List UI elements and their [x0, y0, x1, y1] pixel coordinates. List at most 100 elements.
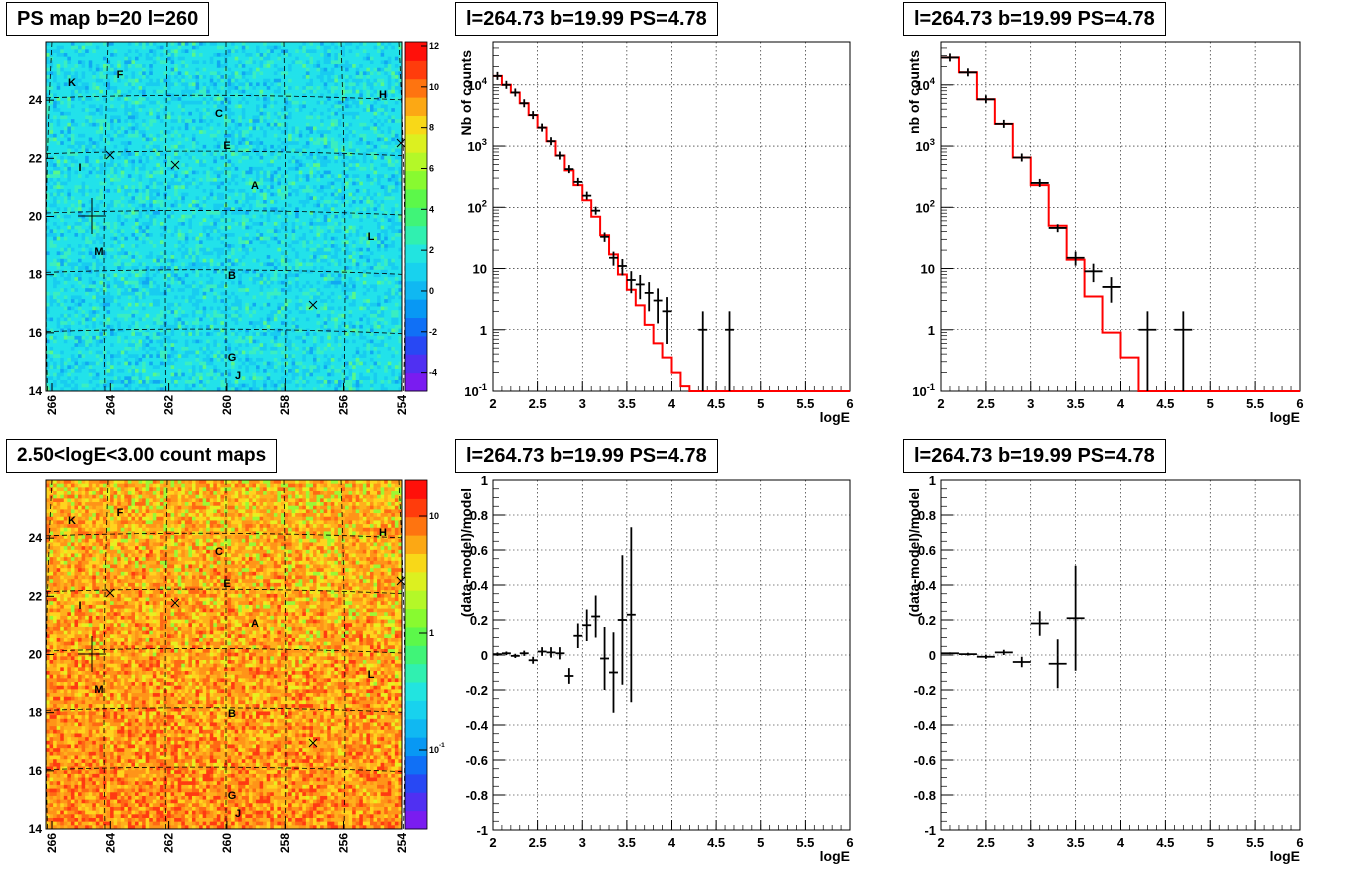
map-pixel — [92, 178, 96, 182]
map-pixel — [114, 101, 118, 105]
map-pixel — [156, 347, 160, 351]
map-pixel — [228, 251, 232, 255]
map-pixel — [53, 68, 57, 72]
map-pixel — [228, 119, 232, 123]
map-pixel — [114, 196, 118, 200]
map-pixel — [192, 119, 196, 123]
map-pixel — [217, 163, 221, 167]
map-pixel — [57, 281, 61, 285]
map-pixel — [74, 336, 78, 340]
map-pixel — [213, 57, 217, 61]
map-pixel — [60, 178, 64, 182]
map-pixel — [128, 376, 132, 380]
map-pixel — [174, 384, 178, 388]
map-pixel — [92, 233, 96, 237]
map-pixel — [171, 307, 175, 311]
map-pixel — [220, 384, 224, 388]
map-pixel — [174, 97, 178, 101]
map-pixel — [171, 244, 175, 248]
map-pixel — [149, 42, 153, 46]
map-pixel — [74, 299, 78, 303]
map-pixel — [206, 277, 210, 281]
map-pixel — [60, 218, 64, 222]
map-pixel — [131, 240, 135, 244]
map-pixel — [117, 53, 121, 57]
map-pixel — [103, 233, 107, 237]
map-pixel — [99, 160, 103, 164]
map-pixel — [178, 376, 182, 380]
map-pixel — [114, 167, 118, 171]
map-pixel — [185, 134, 189, 138]
map-pixel — [153, 119, 157, 123]
map-pixel — [213, 343, 217, 347]
map-pixel — [103, 46, 107, 50]
map-pixel — [217, 248, 221, 252]
map-pixel — [71, 207, 75, 211]
map-pixel — [199, 384, 203, 388]
map-pixel — [85, 303, 89, 307]
map-pixel — [220, 130, 224, 134]
map-pixel — [67, 229, 71, 233]
map-pixel — [124, 292, 128, 296]
map-pixel — [213, 303, 217, 307]
map-pixel — [174, 303, 178, 307]
map-pixel — [153, 251, 157, 255]
map-pixel — [117, 303, 121, 307]
map-pixel — [50, 93, 54, 97]
map-pixel — [117, 90, 121, 94]
map-pixel — [64, 307, 68, 311]
map-pixel — [206, 145, 210, 149]
map-pixel — [60, 42, 64, 46]
map-pixel — [128, 226, 132, 230]
map-pixel — [167, 68, 171, 72]
map-pixel — [57, 126, 61, 130]
map-pixel — [131, 64, 135, 68]
map-pixel — [142, 86, 146, 90]
map-pixel — [174, 292, 178, 296]
map-pixel — [60, 126, 64, 130]
map-pixel — [60, 354, 64, 358]
map-pixel — [131, 108, 135, 112]
map-pixel — [188, 174, 192, 178]
map-pixel — [192, 130, 196, 134]
map-pixel — [203, 211, 207, 215]
map-pixel — [82, 288, 86, 292]
map-pixel — [199, 299, 203, 303]
map-pixel — [131, 273, 135, 277]
map-pixel — [78, 42, 82, 46]
map-pixel — [192, 226, 196, 230]
map-pixel — [228, 185, 232, 189]
map-pixel — [57, 244, 61, 248]
map-pixel — [131, 262, 135, 266]
map-pixel — [57, 104, 61, 108]
map-pixel — [153, 259, 157, 263]
map-pixel — [153, 354, 157, 358]
map-pixel — [64, 321, 68, 325]
map-pixel — [60, 115, 64, 119]
map-pixel — [128, 362, 132, 366]
map-pixel — [185, 255, 189, 259]
map-pixel — [114, 174, 118, 178]
map-pixel — [85, 384, 89, 388]
map-pixel — [178, 182, 182, 186]
map-pixel — [199, 325, 203, 329]
map-pixel — [231, 108, 235, 112]
map-pixel — [153, 351, 157, 355]
map-pixel — [67, 233, 71, 237]
map-pixel — [181, 211, 185, 215]
map-pixel — [124, 112, 128, 116]
map-pixel — [117, 126, 121, 130]
map-pixel — [82, 49, 86, 53]
map-pixel — [82, 42, 86, 46]
map-pixel — [124, 255, 128, 259]
map-pixel — [139, 358, 143, 362]
map-pixel — [78, 376, 82, 380]
map-pixel — [92, 215, 96, 219]
map-pixel — [135, 160, 139, 164]
map-pixel — [153, 134, 157, 138]
map-pixel — [153, 171, 157, 175]
map-pixel — [64, 295, 68, 299]
map-pixel — [96, 218, 100, 222]
map-pixel — [64, 215, 68, 219]
map-pixel — [50, 244, 54, 248]
